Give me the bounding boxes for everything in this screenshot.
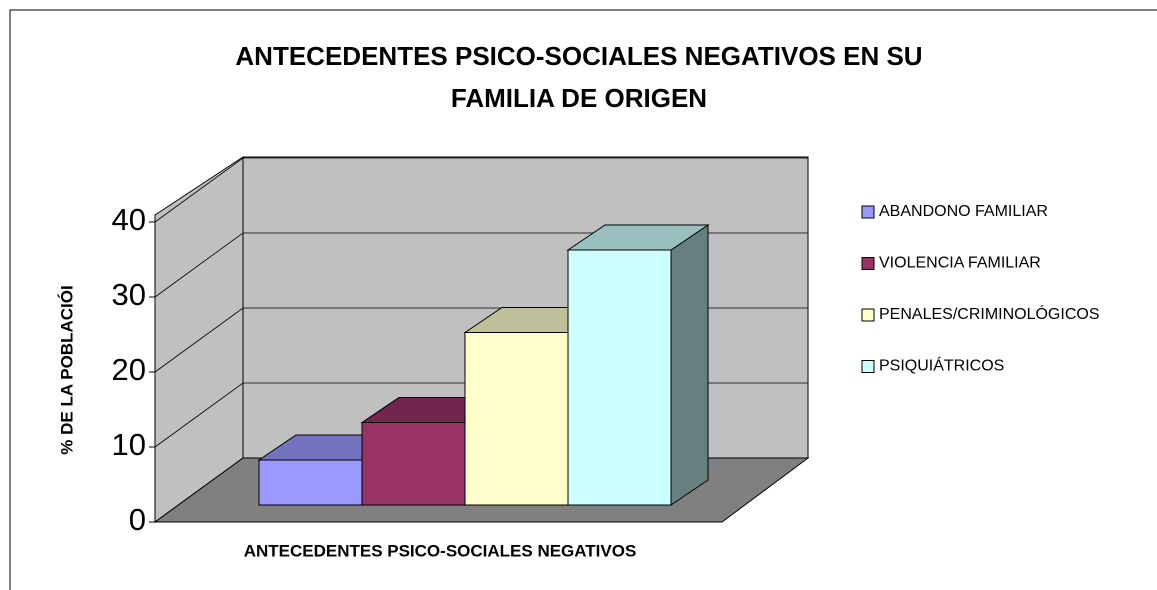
y-axis-title: % DE LA POBLACIÓI [57,285,76,454]
y-tick-label: 20 [112,352,146,387]
legend-swatch [861,360,875,373]
legend-label: VIOLENCIA FAMILIAR [879,255,1041,272]
y-tick-label: 0 [129,502,146,537]
legend-swatch [861,205,875,219]
bar [361,422,466,506]
legend-label: PSIQUIÁTRICOS [879,356,1004,375]
x-axis-title: ANTECEDENTES PSICO-SOCIALES NEGATIVOS [244,541,637,560]
bar-side [670,224,709,506]
legend-label: ABANDONO FAMILIAR [879,203,1048,220]
bar [464,332,569,506]
bar [567,249,672,506]
chart-title: ANTECEDENTES PSICO-SOCIALES NEGATIVOS EN… [235,41,922,71]
frame [9,9,1157,590]
y-tick-label: 10 [112,427,146,462]
chart-title: FAMILIA DE ORIGEN [451,83,707,113]
legend-swatch [861,308,875,322]
bar [258,459,363,506]
legend-swatch [861,257,875,270]
y-tick-label: 40 [112,202,146,237]
legend-label: PENALES/CRIMINOLÓGICOS [879,304,1100,323]
grid-line [154,157,808,223]
y-tick-label: 30 [112,277,146,312]
